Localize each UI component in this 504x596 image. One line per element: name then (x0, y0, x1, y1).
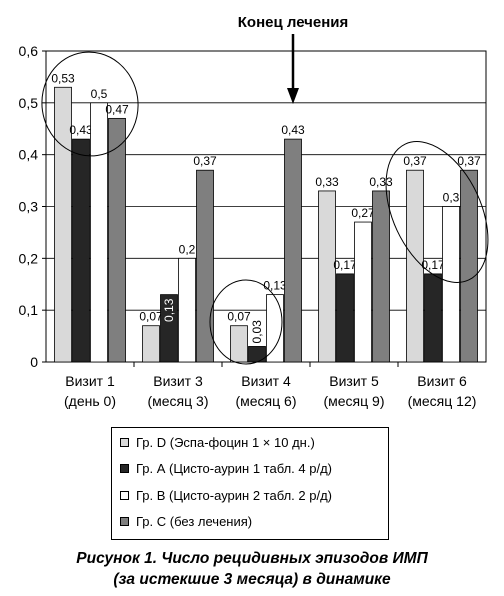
legend-item: Гр. В (Цисто-аурин 2 табл. 2 р/д) (120, 485, 332, 505)
legend-swatch (120, 463, 129, 473)
data-label: 0,5 (91, 87, 108, 101)
legend-swatch (120, 516, 129, 526)
x-category-label: (месяц 12) (408, 393, 477, 409)
bar (372, 190, 390, 363)
legend-label: Гр. А (Цисто-аурин 1 табл. 4 р/д) (136, 460, 332, 476)
y-tick-label: 0,6 (19, 43, 39, 59)
data-label: 0,27 (351, 206, 375, 220)
data-label: 0,43 (69, 123, 93, 137)
bar (72, 138, 90, 363)
data-label: 0,37 (457, 154, 481, 168)
x-category-label: (месяц 3) (147, 393, 208, 409)
legend-swatch (120, 437, 129, 447)
bar (424, 273, 442, 363)
data-label: 0,13 (162, 298, 176, 322)
bar (442, 206, 460, 363)
data-label: 0,47 (105, 102, 129, 116)
bar (90, 102, 108, 363)
y-tick-label: 0,1 (19, 302, 39, 318)
legend-item: Гр. D (Эспа-фоцин 1 × 10 дн.) (120, 432, 315, 452)
x-category-label: (месяц 9) (323, 393, 384, 409)
data-label: 0,13 (263, 279, 287, 293)
data-label: 0,37 (193, 154, 217, 168)
bar (460, 169, 478, 363)
bar (336, 273, 354, 363)
y-tick-label: 0 (30, 354, 38, 370)
data-label: 0,33 (369, 175, 393, 189)
highlight-ellipse (385, 141, 489, 283)
legend-swatch (120, 490, 129, 500)
data-label: 0,07 (139, 310, 163, 324)
data-label: 0,53 (51, 71, 75, 85)
caption-line-2: (за истекшие 3 месяца) в динамике (113, 571, 391, 588)
data-label: 0,2 (179, 242, 196, 256)
bar (108, 117, 126, 363)
highlight-ellipse (209, 279, 283, 365)
y-tick-label: 0,4 (19, 147, 39, 163)
chart-area: 0 0,1 0,2 0,3 0,4 0,5 0,6 0,53 0,43 0,5 0,47 Визит … (19, 14, 489, 540)
x-category-label: Визит 1 (65, 373, 115, 389)
x-category-label: (день 0) (64, 393, 116, 409)
x-category-label: Визит 4 (241, 373, 291, 389)
data-label: 0,17 (421, 258, 445, 272)
data-label: 0,37 (403, 154, 427, 168)
data-label: 0,43 (281, 123, 305, 137)
bar (178, 257, 196, 363)
caption-line-1: Рисунок 1. Число рецидивных эпизодов ИМП (76, 550, 428, 567)
bar-chart: 00,10,20,30,40,50,60,530,430,50,47Визит … (19, 14, 489, 409)
data-label: 0,33 (315, 175, 339, 189)
x-category-label: Визит 5 (329, 373, 379, 389)
legend-label: Гр. В (Цисто-аурин 2 табл. 2 р/д) (136, 487, 332, 503)
highlight-ellipse (41, 51, 139, 157)
bar (54, 86, 72, 363)
legend-label: Гр. С (без лечения) (136, 513, 253, 529)
legend-item: Гр. С (без лечения) (120, 511, 252, 531)
bar (196, 169, 214, 363)
annotation-arrow-head (287, 88, 299, 104)
bar (142, 325, 160, 363)
data-label: 0,3 (443, 191, 460, 205)
y-tick-label: 0,2 (19, 250, 39, 266)
bar (266, 294, 284, 363)
bar (284, 138, 302, 363)
y-tick-label: 0,3 (19, 199, 39, 215)
legend: Гр. D (Эспа-фоцин 1 × 10 дн.) Гр. А (Цис… (111, 427, 389, 540)
legend-label: Гр. D (Эспа-фоцин 1 × 10 дн.) (136, 434, 315, 450)
bar (354, 221, 372, 363)
annotation-text: Конец лечения (238, 14, 349, 31)
bar (318, 190, 336, 363)
data-label: 0,17 (333, 258, 357, 272)
x-category-label: (месяц 6) (235, 393, 296, 409)
bar (230, 325, 248, 363)
data-label: 0,07 (227, 310, 251, 324)
bar (406, 169, 424, 363)
figure-caption: Рисунок 1. Число рецидивных эпизодов ИМП… (0, 548, 504, 590)
y-tick-label: 0,5 (19, 95, 39, 111)
x-category-label: Визит 3 (153, 373, 203, 389)
legend-item: Гр. А (Цисто-аурин 1 табл. 4 р/д) (120, 458, 332, 478)
x-category-label: Визит 6 (417, 373, 467, 389)
bar (160, 294, 178, 363)
data-label: 0,03 (250, 320, 264, 344)
